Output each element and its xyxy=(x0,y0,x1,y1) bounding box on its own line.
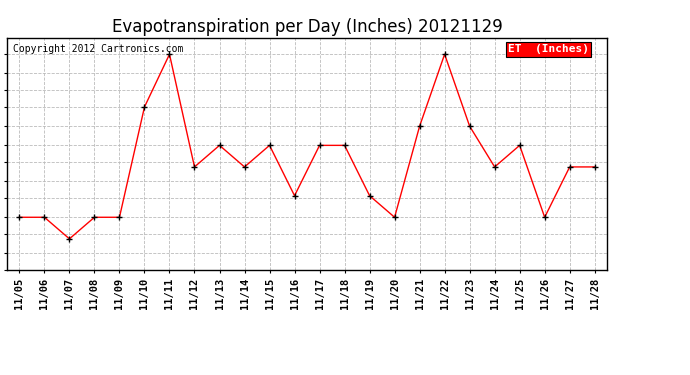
Text: Copyright 2012 Cartronics.com: Copyright 2012 Cartronics.com xyxy=(13,45,184,54)
Title: Evapotranspiration per Day (Inches) 20121129: Evapotranspiration per Day (Inches) 2012… xyxy=(112,18,502,36)
Text: ET  (Inches): ET (Inches) xyxy=(509,45,589,54)
